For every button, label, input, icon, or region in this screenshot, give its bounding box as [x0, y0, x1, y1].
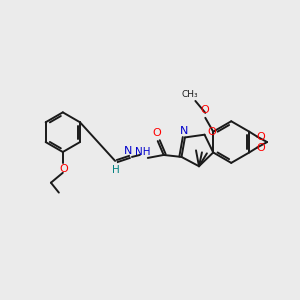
Text: O: O [257, 142, 266, 152]
Text: O: O [257, 132, 266, 142]
Text: CH₃: CH₃ [181, 89, 198, 98]
Text: N: N [124, 146, 132, 156]
Text: O: O [207, 127, 216, 137]
Text: N: N [180, 125, 188, 136]
Text: O: O [59, 164, 68, 174]
Text: NH: NH [135, 147, 151, 157]
Text: H: H [112, 165, 120, 175]
Text: O: O [152, 128, 161, 138]
Text: O: O [200, 105, 209, 115]
